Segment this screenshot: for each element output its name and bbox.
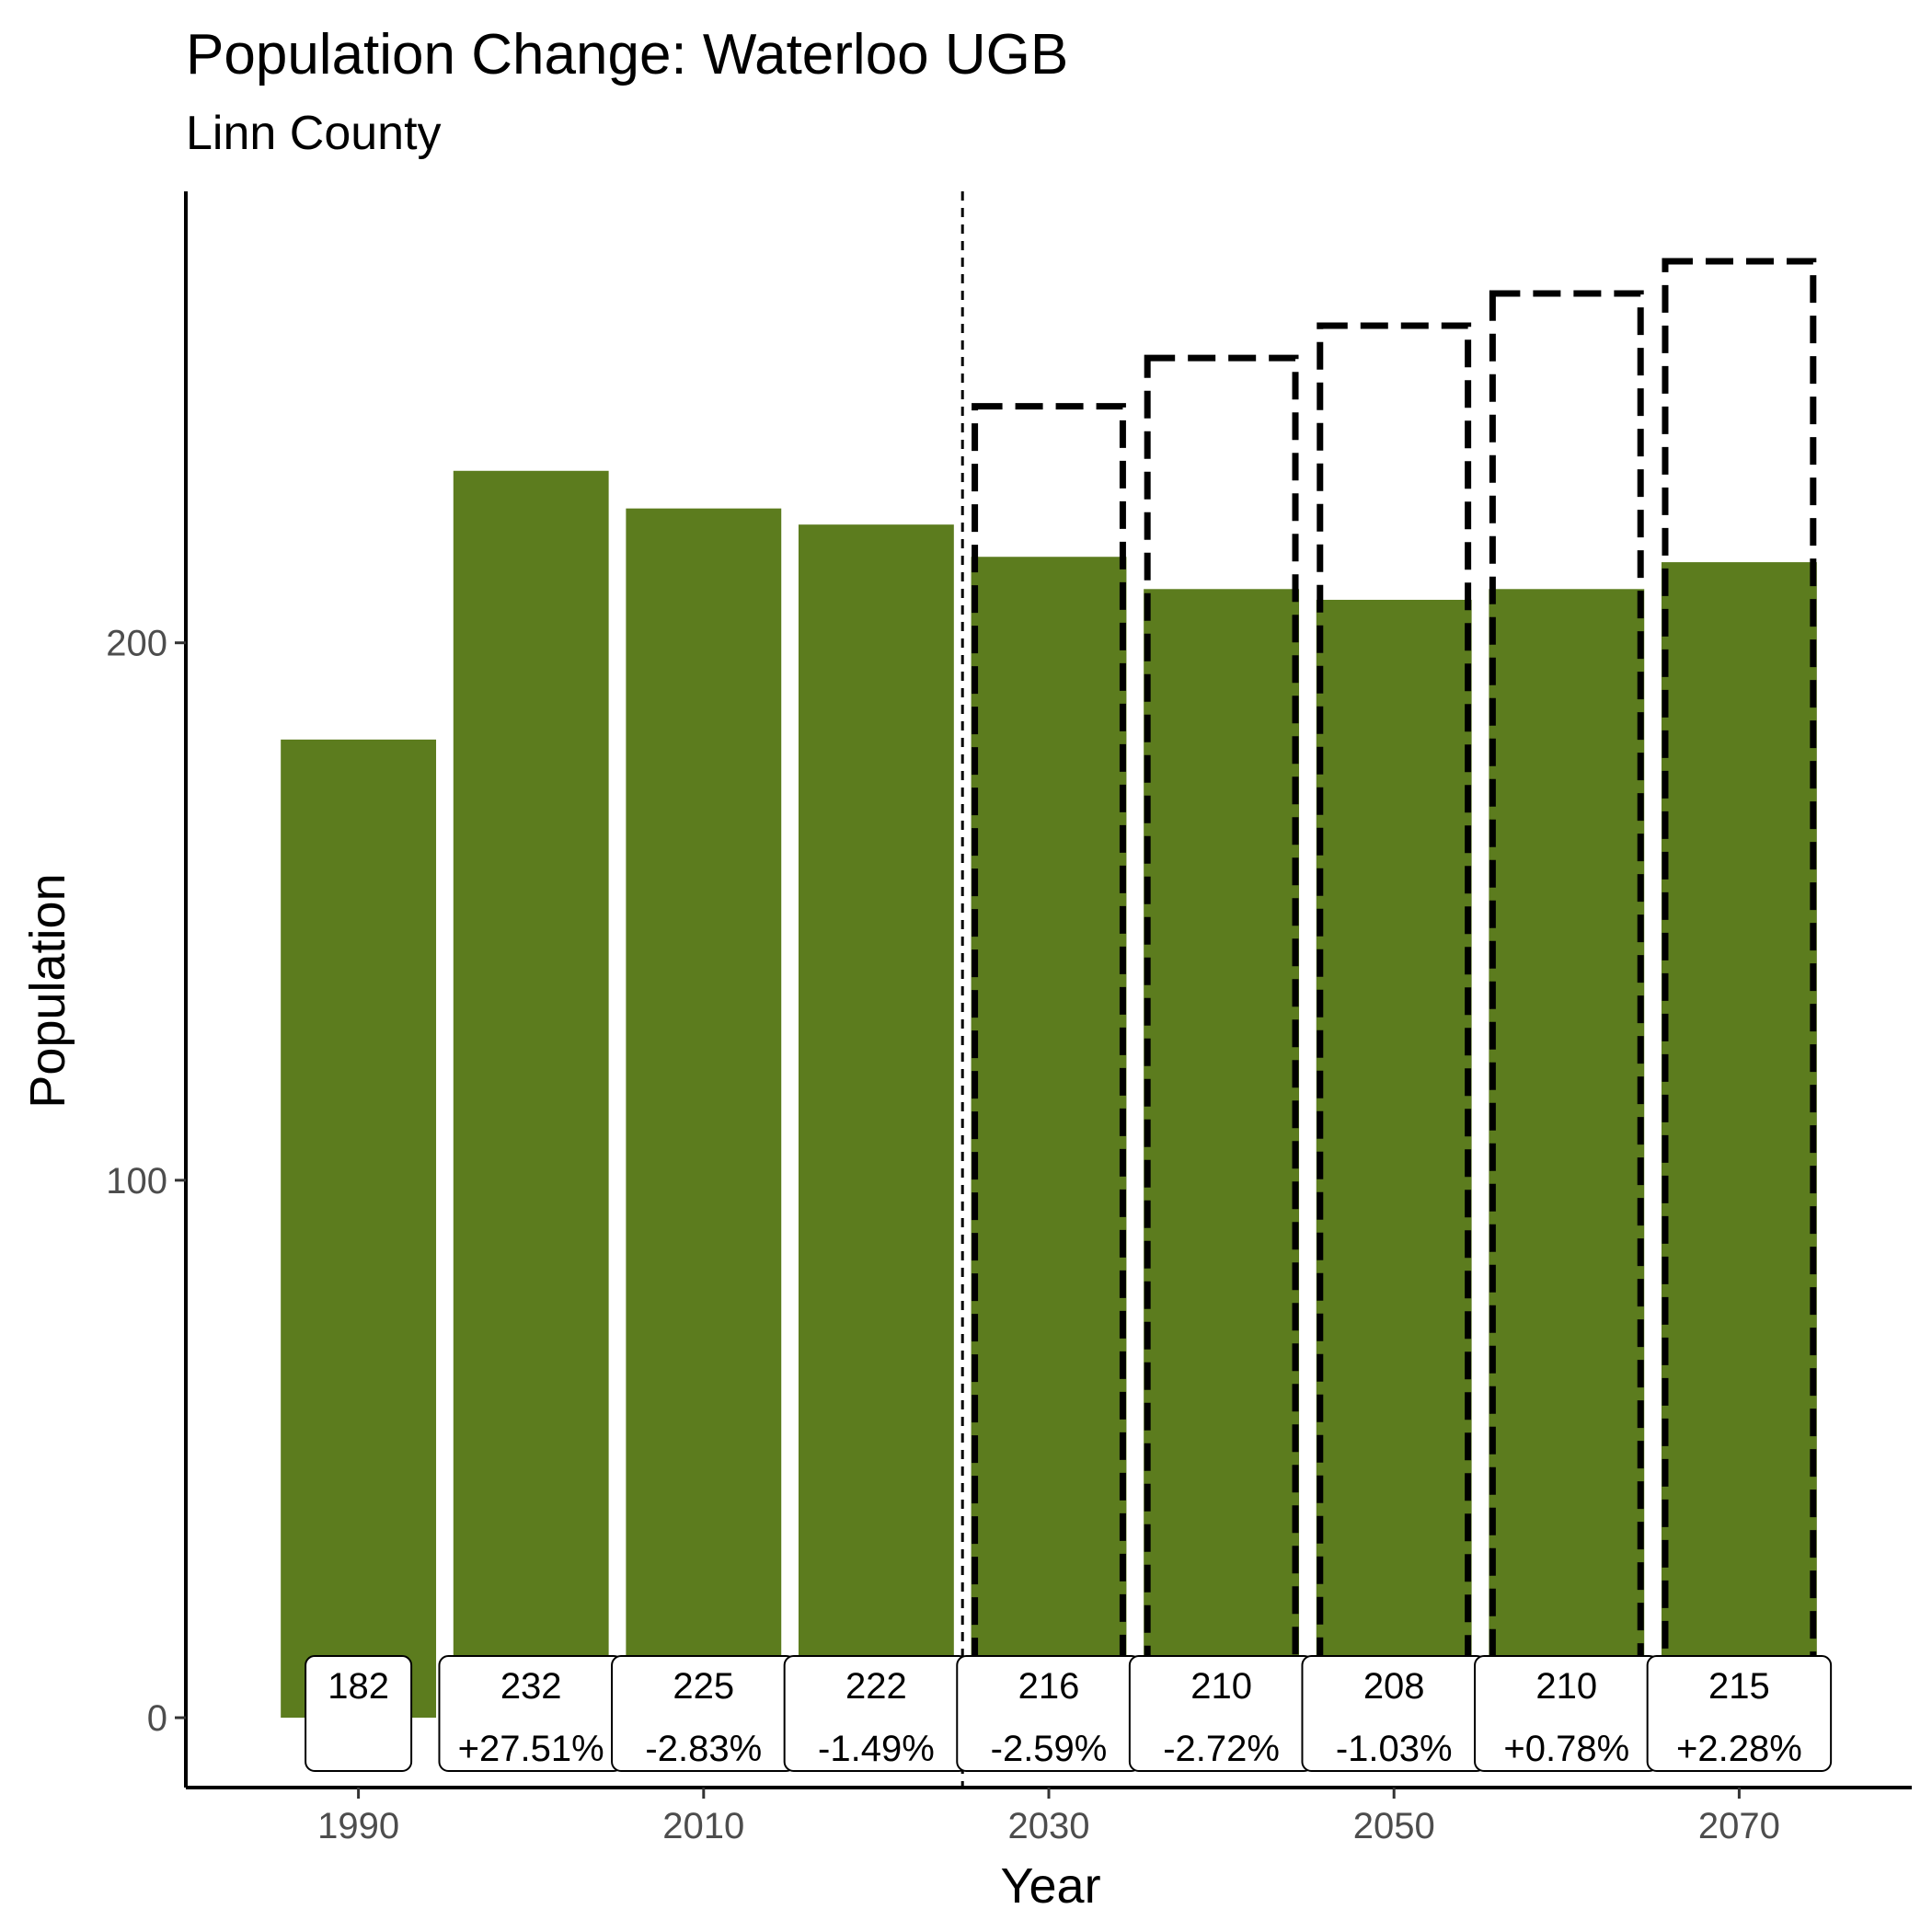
population-bar-2060 [1489,589,1645,1719]
percent-change-label: +0.78% [1503,1729,1629,1769]
population-bar-2040 [1144,589,1300,1719]
population-value-label: 216 [1018,1666,1080,1707]
population-value-label: 210 [1190,1666,1252,1707]
chart-subtitle: Linn County [186,107,442,160]
y-tick-label: 100 [106,1161,167,1202]
population-value-label: 232 [500,1666,562,1707]
plot-area: 182 232 +27.51% 225 -2.83% 222 -1.49% 216 -2.59%… [106,191,1912,1846]
population-bar-1990 [281,739,437,1719]
population-bar-2070 [1661,562,1817,1719]
population-bar-2010 [626,508,782,1719]
percent-change-label: +27.51% [458,1729,604,1769]
y-axis-title: Population [20,873,75,1108]
y-tick-label: 0 [147,1698,167,1739]
x-tick-label: 1990 [317,1806,399,1846]
population-value-label: 208 [1363,1666,1425,1707]
population-bar-2030 [971,557,1127,1719]
percent-change-label: -2.59% [991,1729,1108,1769]
population-bar-2020 [798,524,954,1719]
percent-change-label: -2.83% [645,1729,762,1769]
x-tick-label: 2030 [1008,1806,1090,1846]
percent-change-label: -1.03% [1336,1729,1453,1769]
x-tick-label: 2070 [1698,1806,1780,1846]
x-tick-label: 2050 [1353,1806,1435,1846]
population-value-label: 222 [845,1666,907,1707]
population-value-label: 210 [1535,1666,1597,1707]
x-axis-title: Year [1000,1858,1100,1914]
percent-change-label: +2.28% [1676,1729,1802,1769]
population-value-label: 215 [1708,1666,1770,1707]
x-tick-label: 2010 [662,1806,744,1846]
percent-change-label: -1.49% [818,1729,935,1769]
percent-change-label: -2.72% [1163,1729,1280,1769]
population-bar-2000 [453,470,609,1719]
population-bar-2050 [1316,599,1472,1719]
chart-title: Population Change: Waterloo UGB [186,23,1068,86]
population-value-label: 182 [328,1666,389,1707]
population-value-label: 225 [673,1666,734,1707]
y-tick-label: 200 [106,624,167,664]
label-box-2070 [1646,1655,1833,1772]
label-box-1990 [305,1655,413,1772]
